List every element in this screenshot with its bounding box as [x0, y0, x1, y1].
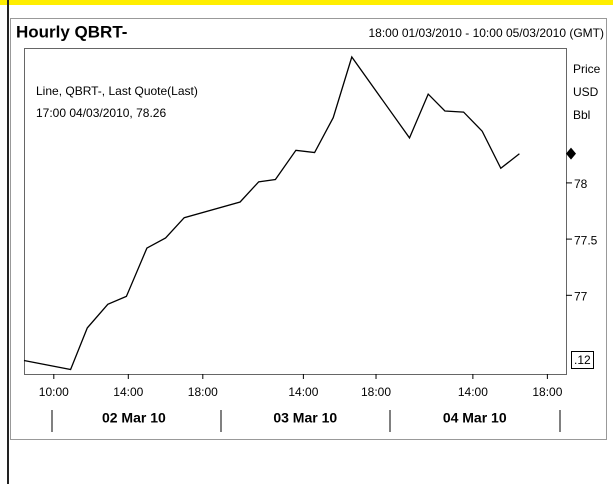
day-label: 02 Mar 10: [102, 410, 166, 426]
panel: [10, 18, 607, 440]
x-tick-label: 18:00: [188, 385, 218, 399]
annotation: 17:00 04/03/2010, 78.26: [36, 106, 166, 120]
x-tick-label: 14:00: [113, 385, 143, 399]
y-axis-label: Price: [573, 62, 601, 76]
price-line: [23, 55, 520, 371]
x-tick-label: 18:00: [361, 385, 391, 399]
day-label: 04 Mar 10: [443, 410, 507, 426]
plot-frame: [24, 48, 567, 375]
date-range: 18:00 01/03/2010 - 10:00 05/03/2010 (GMT…: [369, 26, 605, 40]
x-tick-label: 10:00: [39, 385, 69, 399]
last-value-marker: [566, 147, 576, 160]
top-band: [0, 0, 613, 5]
x-tick-label: 14:00: [458, 385, 488, 399]
y-axis-label: Bbl: [573, 108, 590, 122]
day-label: 03 Mar 10: [273, 410, 337, 426]
value-box: [571, 351, 594, 369]
y-axis-label: USD: [573, 85, 599, 99]
y-tick-label: 77: [574, 289, 588, 303]
annotation: Line, QBRT-, Last Quote(Last): [36, 84, 198, 98]
chart-title: Hourly QBRT-: [16, 22, 127, 41]
value-box-label: .12: [574, 353, 591, 367]
x-tick-label: 18:00: [532, 385, 562, 399]
x-tick-label: 14:00: [288, 385, 318, 399]
y-tick-label: 77.5: [574, 233, 598, 247]
y-tick-label: 78: [574, 177, 588, 191]
